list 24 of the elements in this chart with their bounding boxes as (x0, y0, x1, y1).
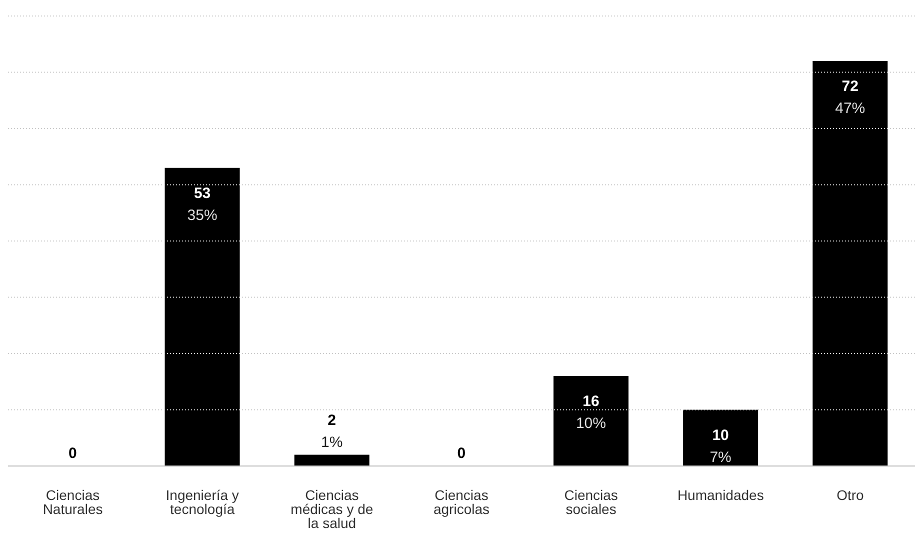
x-tick-label: Ciencias agricolas (433, 486, 490, 517)
annotation: 35% (187, 206, 218, 224)
data-label: 0 (68, 445, 77, 462)
x-tick-label: Ciencias Naturales (42, 486, 103, 517)
data-label: 16 (582, 393, 600, 410)
annotation: 10% (576, 415, 606, 432)
x-tick-label: Otro (836, 486, 864, 503)
data-label: 0 (457, 445, 466, 462)
data-label: 53 (194, 184, 211, 202)
data-label: 2 (328, 412, 336, 429)
bar (553, 376, 628, 466)
data-label: 10 (712, 426, 729, 444)
annotation: 1% (321, 434, 343, 451)
x-tick-label: Ciencias sociales (564, 486, 618, 517)
annotation: 7% (710, 448, 732, 466)
bar (164, 168, 240, 466)
annotation: 47% (835, 100, 866, 117)
bar (812, 61, 888, 466)
x-tick-label: Ciencias médicas y de la salud (290, 486, 374, 531)
bar (683, 410, 758, 466)
bar (294, 454, 370, 466)
x-tick-label: Ingeniería y tecnología (166, 486, 239, 517)
x-tick-label: Humanidades (677, 486, 764, 503)
data-label: 72 (842, 78, 858, 95)
